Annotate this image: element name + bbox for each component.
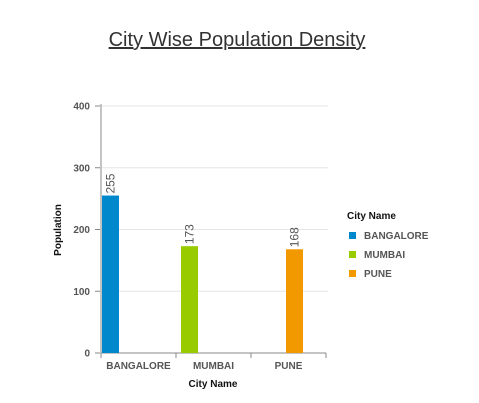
- legend-item-label: MUMBAI: [364, 250, 405, 261]
- legend-item-label: PUNE: [364, 269, 392, 280]
- bar: [102, 195, 119, 353]
- y-axis: 0 100 200 300 400: [73, 102, 102, 360]
- legend-swatch: [349, 232, 356, 239]
- y-tick-label: 400: [73, 102, 90, 113]
- data-label: 168: [288, 227, 302, 247]
- y-tick-label: 100: [73, 287, 90, 298]
- y-axis-title: Population: [53, 204, 64, 256]
- x-tick-label: PUNE: [275, 361, 303, 372]
- y-tick-label: 0: [84, 349, 90, 360]
- bar: [181, 246, 198, 353]
- x-axis: BANGALORE MUMBAI PUNE: [100, 352, 327, 372]
- legend: City Name BANGALORE MUMBAI PUNE: [347, 211, 429, 280]
- legend-swatch: [349, 251, 356, 258]
- data-labels: 255 173 168: [104, 173, 302, 247]
- legend-item-label: BANGALORE: [364, 231, 429, 242]
- bars: [102, 195, 303, 353]
- data-label: 173: [183, 224, 197, 244]
- chart-title: City Wise Population Density: [109, 29, 366, 51]
- legend-swatch: [349, 270, 356, 277]
- y-tick-label: 200: [73, 225, 90, 236]
- x-tick-label: MUMBAI: [193, 361, 234, 372]
- bar: [286, 249, 303, 353]
- x-tick-label: BANGALORE: [106, 361, 171, 372]
- legend-title: City Name: [347, 211, 396, 222]
- x-axis-title: City Name: [189, 379, 238, 390]
- data-label: 255: [104, 173, 118, 193]
- y-tick-label: 300: [73, 163, 90, 174]
